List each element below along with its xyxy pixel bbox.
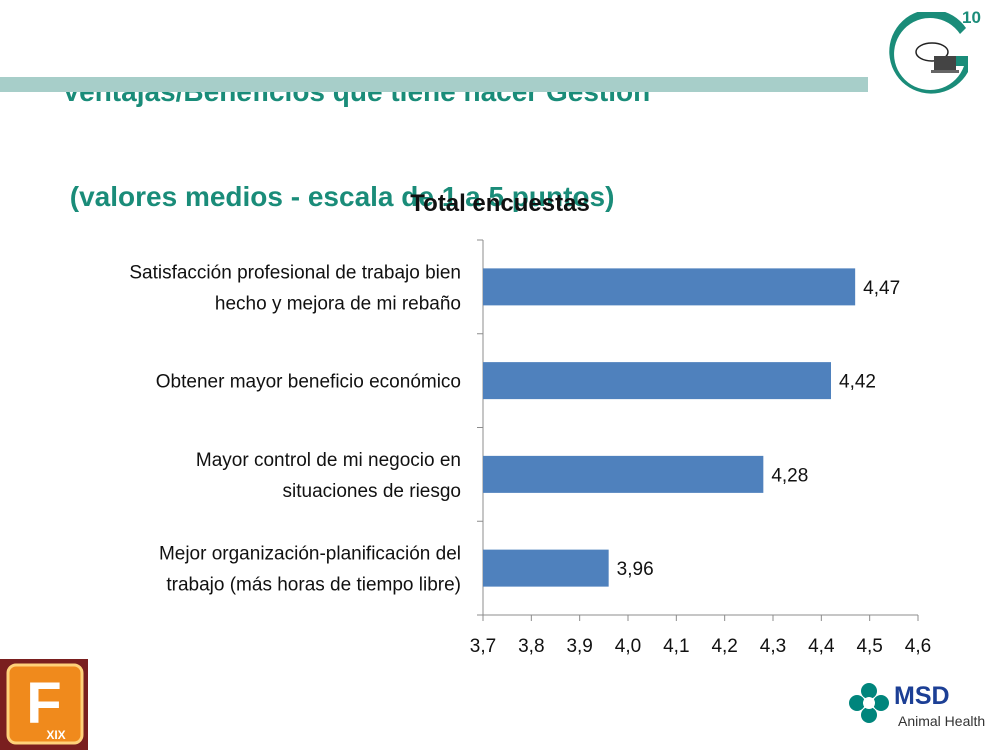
category-label: trabajo (más horas de tiempo libre) xyxy=(166,575,461,596)
x-tick-label: 4,1 xyxy=(663,636,689,657)
x-tick-label: 3,7 xyxy=(470,636,496,657)
bar xyxy=(483,549,609,587)
fxix-letter: F xyxy=(26,671,61,736)
chart-title: Total encuestas xyxy=(410,190,590,217)
bar xyxy=(483,362,831,400)
bar xyxy=(483,268,856,306)
data-label: 4,28 xyxy=(771,465,808,486)
category-label: hecho y mejora de mi rebaño xyxy=(215,293,461,314)
x-tick-label: 4,3 xyxy=(760,636,786,657)
slide-title-line-2: (valores medios - escala de 1 a 5 puntos… xyxy=(62,181,615,212)
x-tick-label: 4,4 xyxy=(808,636,835,657)
msd-cross-icon xyxy=(849,683,889,723)
data-label: 4,47 xyxy=(863,278,900,299)
fxix-logo: F XIX xyxy=(0,659,88,750)
category-label: situaciones de riesgo xyxy=(283,481,462,502)
category-label: Mayor control de mi negocio en xyxy=(196,450,461,471)
x-tick-label: 3,9 xyxy=(566,636,592,657)
category-label: Satisfacción profesional de trabajo bien xyxy=(129,262,461,283)
page-number: 10 xyxy=(962,8,981,27)
x-tick-label: 3,8 xyxy=(518,636,544,657)
x-tick-label: 4,0 xyxy=(615,636,641,657)
title-underline-band xyxy=(0,77,868,92)
category-label: Obtener mayor beneficio económico xyxy=(156,372,461,393)
msd-animal-health-logo: MSD Animal Health xyxy=(848,680,993,730)
laptop-icon xyxy=(934,56,956,70)
gestion-g-logo xyxy=(889,12,968,94)
x-tick-label: 4,5 xyxy=(856,636,882,657)
data-label: 3,96 xyxy=(617,559,654,580)
x-tick-label: 4,6 xyxy=(905,636,931,657)
bar xyxy=(483,455,764,493)
msd-name: MSD xyxy=(894,682,950,710)
fxix-sub: XIX xyxy=(46,728,65,742)
x-tick-label: 4,2 xyxy=(711,636,737,657)
msd-subtitle: Animal Health xyxy=(898,713,986,729)
data-label: 4,42 xyxy=(839,372,876,393)
category-label: Mejor organización-planificación del xyxy=(159,544,461,565)
